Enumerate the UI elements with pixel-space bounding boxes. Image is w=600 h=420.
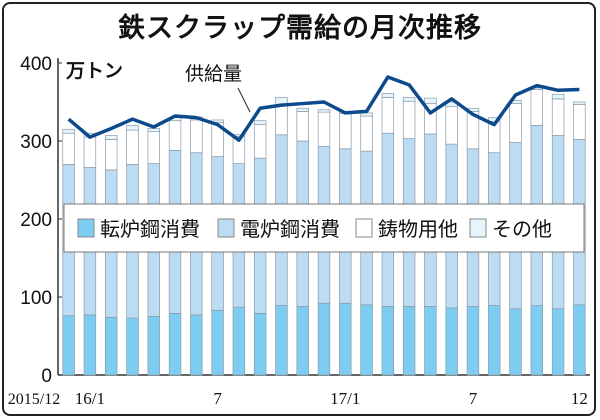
bar-converter	[190, 314, 203, 376]
x-tick-label: 7	[469, 389, 478, 408]
bar-converter	[339, 302, 352, 376]
bar-casting	[190, 119, 203, 154]
bar-converter	[168, 313, 182, 376]
bar-other	[424, 97, 437, 104]
legend-swatch	[217, 218, 235, 238]
line-label-leader	[237, 87, 251, 113]
bar-casting	[62, 132, 75, 165]
bar-converter	[317, 302, 331, 376]
x-tick-label: 16/1	[75, 389, 105, 408]
bar-converter	[530, 305, 544, 376]
bar-casting	[104, 139, 118, 171]
legend-swatch	[77, 218, 95, 238]
x-tick-label: 7	[213, 389, 222, 408]
bar-other	[62, 128, 75, 134]
bar-casting	[360, 115, 373, 152]
chart-title: 鉄スクラップ需給の月次推移	[118, 13, 482, 44]
bar-casting	[296, 111, 309, 142]
bar-converter	[275, 305, 288, 376]
bar-casting	[530, 89, 544, 126]
x-tick-label: 2015/12	[8, 391, 60, 408]
bar-other	[573, 101, 586, 105]
bar-converter	[445, 307, 458, 376]
bar-converter	[488, 305, 501, 376]
y-tick-label: 400	[20, 54, 52, 75]
bar-converter	[296, 306, 309, 376]
legend-label: 転炉鋼消費	[100, 217, 200, 241]
bar-casting	[275, 105, 288, 136]
bar-other	[551, 93, 565, 100]
y-tick-label: 300	[20, 132, 52, 153]
bar-other	[126, 125, 139, 131]
bar-casting	[83, 136, 97, 168]
y-tick-label: 100	[20, 288, 52, 309]
bar-converter	[402, 306, 416, 376]
legend-label: 鋳物用他	[378, 217, 458, 241]
bar-casting	[573, 103, 586, 140]
bar-converter	[551, 308, 565, 376]
bar-other	[488, 117, 501, 122]
bar-converter	[232, 306, 246, 376]
bar-other	[253, 120, 267, 125]
bar-other	[147, 128, 160, 132]
bar-other	[296, 107, 309, 112]
bar-converter	[147, 316, 160, 376]
legend-box	[63, 203, 585, 253]
legend-label: その他	[492, 217, 552, 241]
bar-casting	[551, 98, 565, 136]
bar-converter	[424, 306, 437, 376]
legend-swatch	[469, 218, 487, 238]
bar-converter	[104, 316, 118, 376]
bar-casting	[402, 100, 416, 140]
x-tick-label: 12	[571, 389, 588, 408]
bar-converter	[211, 309, 224, 376]
bar-casting	[147, 131, 160, 164]
bar-converter	[466, 306, 480, 376]
bar-other	[104, 135, 118, 140]
bar-other	[317, 109, 331, 113]
bar-casting	[509, 103, 522, 143]
bar-converter	[381, 306, 395, 376]
y-axis-unit: 万トン	[65, 60, 123, 82]
legend-swatch	[355, 218, 373, 238]
bar-other	[402, 96, 416, 102]
bar-converter	[62, 315, 75, 376]
bar-casting	[445, 106, 458, 145]
bar-converter	[253, 313, 267, 376]
bar-converter	[83, 314, 97, 376]
bar-casting	[381, 96, 395, 134]
bar-converter	[360, 304, 373, 376]
bar-other	[381, 93, 395, 98]
bar-converter	[509, 308, 522, 376]
bar-casting	[126, 129, 139, 165]
y-tick-label: 200	[20, 210, 52, 231]
chart-border	[2, 2, 596, 416]
bar-converter	[573, 304, 586, 376]
line-label: 供給量	[185, 63, 242, 85]
bar-casting	[317, 111, 331, 147]
bar-casting	[168, 120, 182, 151]
bar-converter	[126, 317, 139, 376]
bar-casting	[339, 113, 352, 150]
bar-casting	[253, 124, 267, 159]
y-tick-label: 0	[41, 366, 52, 387]
legend-label: 電炉鋼消費	[240, 217, 340, 241]
x-tick-label: 17/1	[330, 389, 360, 408]
